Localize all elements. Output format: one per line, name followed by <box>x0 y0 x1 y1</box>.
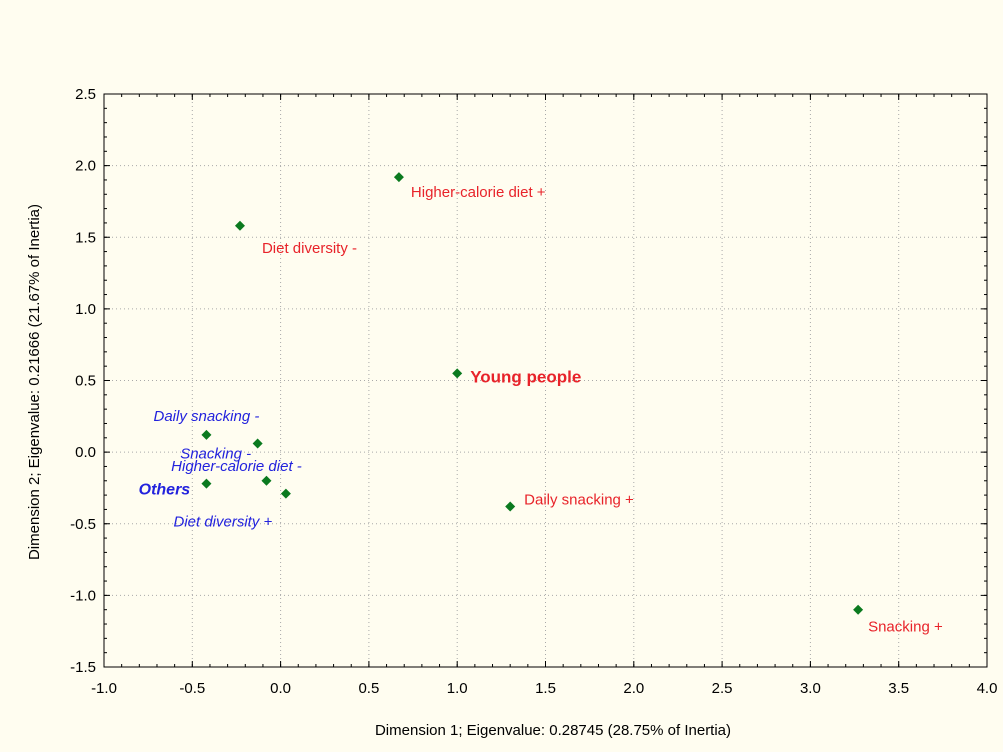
data-points: Higher-calorie diet + Diet diversity - You… <box>139 172 943 636</box>
y-axis-title: Dimension 2; Eigenvalue: 0.21666 (21.67%… <box>26 204 43 560</box>
point-label: Daily snacking - <box>153 408 259 425</box>
point-label: Others <box>139 482 191 499</box>
point-label: Young people <box>470 367 581 386</box>
y-tick-label: 1.0 <box>75 301 96 318</box>
x-tick-label: 0.0 <box>270 680 291 697</box>
point-marker <box>853 604 864 615</box>
point-label: Higher-calorie diet + <box>411 184 546 201</box>
y-tick-label: 1.5 <box>75 229 96 246</box>
axis-ticks: -1.0 -0.5 0.0 0.5 1.0 1.5 2.0 2.5 3.0 3.5 4.0 -1.5 -… <box>70 86 997 697</box>
x-tick-label: 1.5 <box>535 680 556 697</box>
point-marker <box>505 501 516 512</box>
point-marker <box>201 478 212 489</box>
x-tick-label: 3.0 <box>800 680 821 697</box>
point-marker <box>452 368 463 379</box>
x-tick-label: 2.0 <box>623 680 644 697</box>
y-tick-label: -1.0 <box>70 587 96 604</box>
y-tick-label: 0.5 <box>75 373 96 390</box>
x-axis-title: Dimension 1; Eigenvalue: 0.28745 (28.75%… <box>375 722 731 739</box>
y-tick-label: -1.5 <box>70 659 96 676</box>
x-tick-label: 0.5 <box>358 680 379 697</box>
point-label: Diet diversity + <box>173 514 272 531</box>
point-marker <box>280 488 291 499</box>
point-label: Snacking + <box>868 619 943 636</box>
point-marker <box>252 438 263 449</box>
point-label: Higher-calorie diet - <box>171 458 302 475</box>
y-tick-label: 0.0 <box>75 444 96 461</box>
point-marker <box>201 429 212 440</box>
point-label: Daily snacking + <box>524 492 634 509</box>
point-marker <box>261 475 272 486</box>
point-label: Snacking - <box>180 446 251 463</box>
x-tick-label: -0.5 <box>179 680 205 697</box>
y-tick-label: 2.0 <box>75 158 96 175</box>
x-tick-label: 4.0 <box>977 680 998 697</box>
y-tick-label: -0.5 <box>70 516 96 533</box>
point-label: Diet diversity - <box>262 240 357 257</box>
y-tick-label: 2.5 <box>75 86 96 103</box>
x-tick-label: 2.5 <box>712 680 733 697</box>
point-marker <box>234 220 245 231</box>
x-tick-label: 1.0 <box>447 680 468 697</box>
x-tick-label: 3.5 <box>888 680 909 697</box>
x-tick-label: -1.0 <box>91 680 117 697</box>
point-marker <box>393 172 404 183</box>
